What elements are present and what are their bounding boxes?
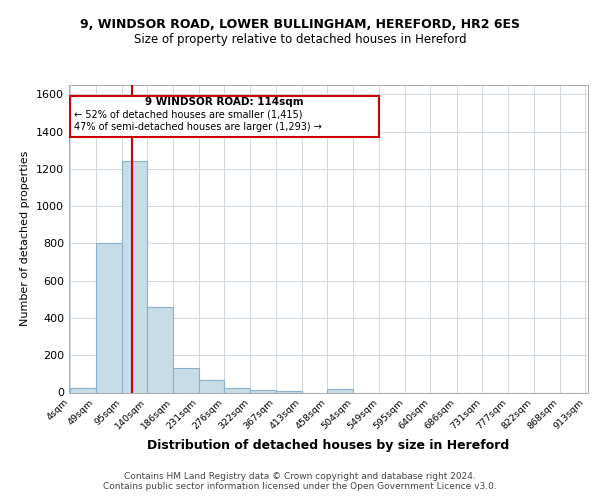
Text: 9, WINDSOR ROAD, LOWER BULLINGHAM, HEREFORD, HR2 6ES: 9, WINDSOR ROAD, LOWER BULLINGHAM, HEREF… xyxy=(80,18,520,30)
Bar xyxy=(147,307,173,392)
Text: 47% of semi-detached houses are larger (1,293) →: 47% of semi-detached houses are larger (… xyxy=(74,122,322,132)
Text: Contains HM Land Registry data © Crown copyright and database right 2024.
Contai: Contains HM Land Registry data © Crown c… xyxy=(103,472,497,491)
FancyBboxPatch shape xyxy=(70,96,379,137)
Bar xyxy=(70,388,95,392)
Bar xyxy=(95,244,122,392)
Y-axis label: Number of detached properties: Number of detached properties xyxy=(20,151,31,326)
Text: ← 52% of detached houses are smaller (1,415): ← 52% of detached houses are smaller (1,… xyxy=(74,110,302,120)
Bar xyxy=(224,388,250,392)
Bar xyxy=(173,368,199,392)
Bar xyxy=(328,389,353,392)
Bar xyxy=(122,162,147,392)
Bar xyxy=(276,390,302,392)
Bar xyxy=(199,380,224,392)
Text: Size of property relative to detached houses in Hereford: Size of property relative to detached ho… xyxy=(134,32,466,46)
Text: 9 WINDSOR ROAD: 114sqm: 9 WINDSOR ROAD: 114sqm xyxy=(145,97,304,107)
Bar xyxy=(250,390,276,392)
X-axis label: Distribution of detached houses by size in Hereford: Distribution of detached houses by size … xyxy=(148,439,509,452)
